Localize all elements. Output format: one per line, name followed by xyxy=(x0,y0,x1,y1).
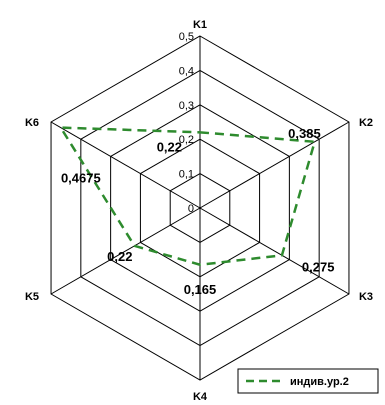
data-label-k4: 0,165 xyxy=(184,282,217,297)
spoke-k3 xyxy=(199,207,350,295)
spoke-k5 xyxy=(50,207,201,295)
data-label-k5: 0,22 xyxy=(107,249,132,264)
spoke-k6 xyxy=(50,121,201,209)
tick-label: 0,2 xyxy=(179,134,194,146)
axis-label-k4: K4 xyxy=(193,391,208,403)
axis-label-k2: K2 xyxy=(359,117,373,129)
data-label-k2: 0,385 xyxy=(288,126,321,141)
tick-labels: 0 0,1 0,2 0,3 0,4 0,5 xyxy=(179,31,194,215)
axis-label-k5: K5 xyxy=(25,291,39,303)
data-labels: 0,22 0,385 0,275 0,165 0,22 0,4675 xyxy=(61,126,335,297)
series-layer xyxy=(59,126,316,267)
data-label-k6: 0,4675 xyxy=(61,171,101,186)
axis-label-k1: K1 xyxy=(193,19,207,31)
data-label-k1: 0,22 xyxy=(157,139,182,154)
tick-label: 0,4 xyxy=(179,65,194,77)
axis-label-k6: K6 xyxy=(25,117,39,129)
series-line-0 xyxy=(59,126,316,267)
legend-series-name: индив.ур.2 xyxy=(290,376,349,388)
tick-label: 0 xyxy=(188,203,194,215)
legend: индив.ур.2 xyxy=(237,368,379,394)
tick-label: 0,5 xyxy=(179,31,194,43)
axis-labels: K1 K2 K3 K4 K5 K6 xyxy=(25,19,373,403)
tick-label: 0,1 xyxy=(179,169,194,181)
axis-label-k3: K3 xyxy=(359,291,373,303)
spokes xyxy=(50,36,350,380)
data-label-k3: 0,275 xyxy=(302,259,335,274)
tick-label: 0,3 xyxy=(179,100,194,112)
spoke-k2 xyxy=(199,121,350,209)
